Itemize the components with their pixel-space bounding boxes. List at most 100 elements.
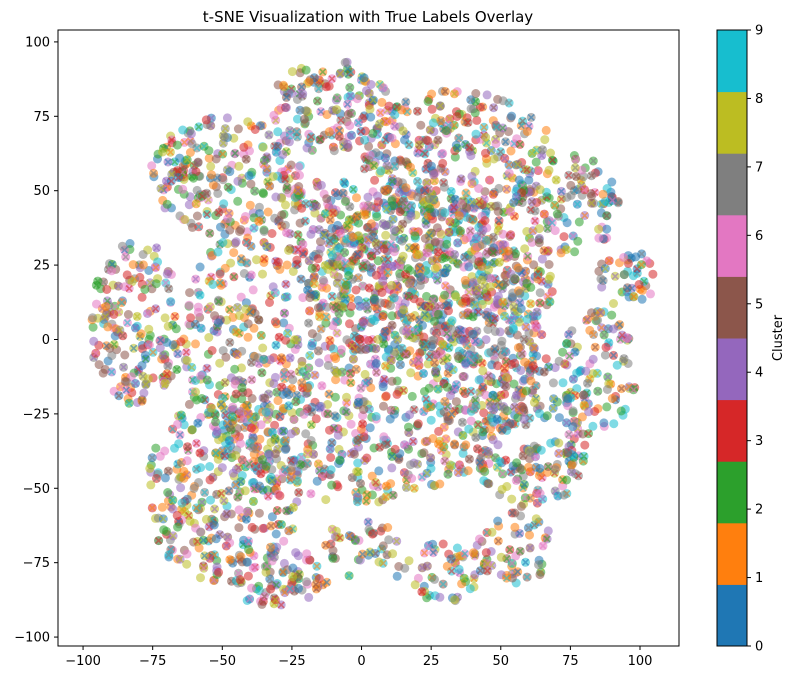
cluster-point <box>233 176 243 186</box>
cluster-point <box>406 460 415 470</box>
cluster-point <box>137 361 147 370</box>
cluster-point <box>379 83 388 93</box>
cluster-point <box>465 584 475 594</box>
cluster-point <box>504 168 514 178</box>
cluster-point <box>552 209 562 219</box>
cluster-point <box>430 574 439 584</box>
true-label-marker <box>447 187 455 195</box>
cluster-point <box>271 529 281 539</box>
cluster-point <box>522 127 532 136</box>
true-label-marker <box>149 348 157 356</box>
cluster-point <box>292 255 302 265</box>
cluster-point <box>243 332 253 342</box>
cluster-point <box>102 285 112 294</box>
cluster-point <box>501 372 511 382</box>
cluster-point <box>548 378 558 388</box>
cluster-point <box>420 234 430 243</box>
cluster-point <box>535 464 545 473</box>
cluster-point <box>518 402 528 412</box>
cluster-point <box>340 196 350 206</box>
cluster-point <box>366 80 376 89</box>
cluster-point <box>314 358 324 368</box>
cluster-point <box>177 498 187 508</box>
cluster-point <box>160 473 170 483</box>
cluster-point <box>535 409 545 419</box>
cluster-point <box>474 375 484 385</box>
cluster-point <box>297 203 307 213</box>
cluster-point <box>496 552 506 562</box>
cluster-point <box>432 223 442 233</box>
cluster-point <box>236 439 245 448</box>
cluster-point <box>144 340 154 350</box>
cluster-point <box>371 412 381 421</box>
colorbar-tick-label: 4 <box>755 366 763 381</box>
cluster-point <box>160 446 170 456</box>
cluster-point <box>312 476 322 486</box>
cluster-point <box>607 310 617 320</box>
cluster-point <box>220 132 230 142</box>
cluster-point <box>244 545 254 555</box>
cluster-point <box>534 238 544 248</box>
cluster-point <box>513 343 523 353</box>
cluster-point <box>607 394 617 403</box>
cluster-point <box>318 275 328 285</box>
cluster-point <box>413 419 423 429</box>
cluster-point <box>282 260 292 270</box>
cluster-point <box>196 527 206 537</box>
cluster-point <box>351 285 361 295</box>
cluster-point <box>193 157 203 167</box>
cluster-point <box>122 270 132 280</box>
cluster-point <box>461 440 471 450</box>
x-tick-label: 100 <box>628 654 653 669</box>
cluster-point <box>425 204 435 214</box>
cluster-point <box>501 382 511 391</box>
cluster-point <box>434 309 443 319</box>
cluster-point <box>279 536 289 546</box>
cluster-point <box>256 420 266 430</box>
true-label-marker <box>317 325 325 333</box>
cluster-point <box>163 488 173 497</box>
cluster-point <box>528 361 538 371</box>
cluster-point <box>407 391 417 401</box>
cluster-point <box>481 132 491 142</box>
cluster-point <box>373 191 382 201</box>
cluster-point <box>416 120 426 130</box>
cluster-point <box>322 194 332 204</box>
cluster-point <box>284 245 293 255</box>
cluster-point <box>381 221 390 230</box>
true-label-marker <box>173 365 181 374</box>
cluster-point <box>213 318 223 328</box>
cluster-point <box>536 445 546 455</box>
cluster-point <box>268 172 278 182</box>
cluster-point <box>258 269 267 279</box>
cluster-point <box>556 248 566 258</box>
cluster-point <box>123 310 133 319</box>
x-tick-label: 75 <box>562 654 579 669</box>
cluster-point <box>519 414 529 424</box>
cluster-point <box>466 104 476 114</box>
cluster-point <box>290 335 299 345</box>
colorbar-tick-label: 1 <box>755 571 763 586</box>
cluster-point <box>403 264 413 274</box>
cluster-point <box>307 329 317 339</box>
colorbar-tick-label: 7 <box>755 160 763 175</box>
cluster-point <box>510 522 520 532</box>
cluster-point <box>410 580 420 590</box>
cluster-point <box>541 354 551 364</box>
cluster-point <box>472 115 482 125</box>
x-tick-label: −100 <box>65 654 101 669</box>
cluster-point <box>305 293 315 303</box>
cluster-point <box>231 465 241 474</box>
cluster-point <box>120 350 130 360</box>
cluster-point <box>261 461 271 471</box>
cluster-point <box>273 127 283 137</box>
cluster-point <box>520 357 530 367</box>
cluster-point <box>510 358 520 368</box>
cluster-point <box>559 490 569 500</box>
cluster-point <box>495 457 505 466</box>
true-label-marker <box>480 123 488 131</box>
cluster-point <box>288 375 298 385</box>
cluster-point <box>278 150 288 160</box>
cluster-point <box>258 142 268 152</box>
cluster-point <box>568 422 578 432</box>
